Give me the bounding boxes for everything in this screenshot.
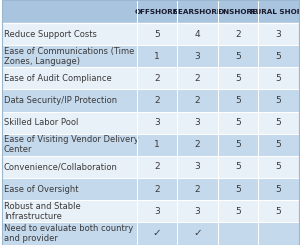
Text: 5: 5 xyxy=(235,96,241,105)
Text: Reduce Support Costs: Reduce Support Costs xyxy=(4,30,97,39)
Text: Ease of Audit Compliance: Ease of Audit Compliance xyxy=(4,74,112,83)
Text: Data Security/IP Protection: Data Security/IP Protection xyxy=(4,96,117,105)
Text: 3: 3 xyxy=(194,162,200,171)
Text: Ease of Oversight: Ease of Oversight xyxy=(4,185,78,194)
Text: Skilled Labor Pool: Skilled Labor Pool xyxy=(4,118,78,127)
Bar xyxy=(2,112,298,134)
Text: NEARSHORE: NEARSHORE xyxy=(172,9,222,15)
Bar xyxy=(2,0,298,23)
Text: 5: 5 xyxy=(235,185,241,194)
Bar xyxy=(2,200,298,222)
Text: 5: 5 xyxy=(275,96,281,105)
Text: 5: 5 xyxy=(235,74,241,83)
Text: 5: 5 xyxy=(235,207,241,216)
Text: OFFSHORE: OFFSHORE xyxy=(135,9,179,15)
Bar xyxy=(2,178,298,200)
Text: ✓: ✓ xyxy=(193,228,202,238)
Text: 3: 3 xyxy=(194,207,200,216)
Text: 5: 5 xyxy=(235,118,241,127)
Text: 2: 2 xyxy=(154,162,160,171)
Text: 2: 2 xyxy=(194,74,200,83)
Text: RURAL SHORE: RURAL SHORE xyxy=(250,9,300,15)
Text: 2: 2 xyxy=(194,185,200,194)
Text: Ease of Communications (Time
Zones, Language): Ease of Communications (Time Zones, Lang… xyxy=(4,47,134,66)
Text: 5: 5 xyxy=(235,52,241,61)
Text: 5: 5 xyxy=(275,207,281,216)
Text: 5: 5 xyxy=(275,52,281,61)
Text: 2: 2 xyxy=(154,185,160,194)
Text: 3: 3 xyxy=(154,118,160,127)
Text: 1: 1 xyxy=(154,140,160,149)
Text: 5: 5 xyxy=(275,118,281,127)
Text: Robust and Stable
Infrastructure: Robust and Stable Infrastructure xyxy=(4,202,81,221)
Bar xyxy=(2,45,298,67)
Text: Ease of Visiting Vendor Delivery
Center: Ease of Visiting Vendor Delivery Center xyxy=(4,135,139,154)
Text: 5: 5 xyxy=(275,74,281,83)
Text: 3: 3 xyxy=(154,207,160,216)
Bar xyxy=(2,23,298,45)
Bar xyxy=(2,134,298,156)
Bar xyxy=(2,89,298,112)
Text: 5: 5 xyxy=(154,30,160,39)
Text: 5: 5 xyxy=(235,162,241,171)
Text: 2: 2 xyxy=(154,96,160,105)
Bar xyxy=(2,222,298,245)
Text: 5: 5 xyxy=(275,185,281,194)
Text: 5: 5 xyxy=(275,162,281,171)
Text: 3: 3 xyxy=(194,118,200,127)
Bar xyxy=(2,67,298,89)
Text: Need to evaluate both country
and provider: Need to evaluate both country and provid… xyxy=(4,224,133,243)
Text: 1: 1 xyxy=(154,52,160,61)
Text: 3: 3 xyxy=(275,30,281,39)
Text: ✓: ✓ xyxy=(152,228,161,238)
Text: ONSHORE: ONSHORE xyxy=(218,9,258,15)
Text: 2: 2 xyxy=(154,74,160,83)
Text: Convenience/Collaboration: Convenience/Collaboration xyxy=(4,162,118,171)
Text: 4: 4 xyxy=(194,30,200,39)
Text: 2: 2 xyxy=(194,140,200,149)
Bar xyxy=(2,156,298,178)
Text: 2: 2 xyxy=(235,30,241,39)
Text: 5: 5 xyxy=(235,140,241,149)
Text: 3: 3 xyxy=(194,52,200,61)
Text: 5: 5 xyxy=(275,140,281,149)
Text: 2: 2 xyxy=(194,96,200,105)
